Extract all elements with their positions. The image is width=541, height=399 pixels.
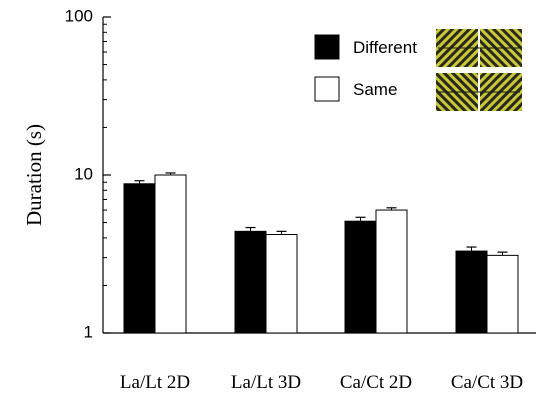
- x-tick-label: La/Lt 3D: [231, 372, 301, 393]
- bar-different: [455, 250, 488, 334]
- y-tick-label: 100: [65, 6, 93, 25]
- bar-different: [344, 220, 377, 334]
- legend-label-different: Different: [353, 38, 417, 57]
- y-ticks: 1 10 100: [65, 6, 111, 341]
- bar-different: [123, 183, 156, 334]
- bar-same: [154, 174, 187, 334]
- y-tick-label: 1: [84, 322, 93, 341]
- x-tick-label: Ca/Ct 2D: [340, 372, 412, 393]
- legend-label-same: Same: [353, 80, 397, 99]
- bars: [123, 172, 519, 334]
- bar-same: [375, 209, 408, 334]
- bar-same: [265, 234, 298, 334]
- x-tick-label: Ca/Ct 3D: [451, 372, 523, 393]
- x-tick-label: La/Lt 2D: [120, 372, 190, 393]
- legend-swatch-different: [314, 34, 340, 60]
- bar-different: [234, 230, 267, 334]
- bar-same: [486, 254, 519, 334]
- y-axis-label: Duration (s): [22, 124, 46, 226]
- stripe-texture-image: [436, 29, 522, 111]
- y-tick-label: 10: [74, 164, 93, 183]
- legend-swatch-same: [314, 76, 340, 102]
- legend: Different Same: [314, 34, 417, 102]
- x-tick-labels: La/Lt 2D La/Lt 3D Ca/Ct 2D Ca/Ct 3D: [120, 372, 523, 393]
